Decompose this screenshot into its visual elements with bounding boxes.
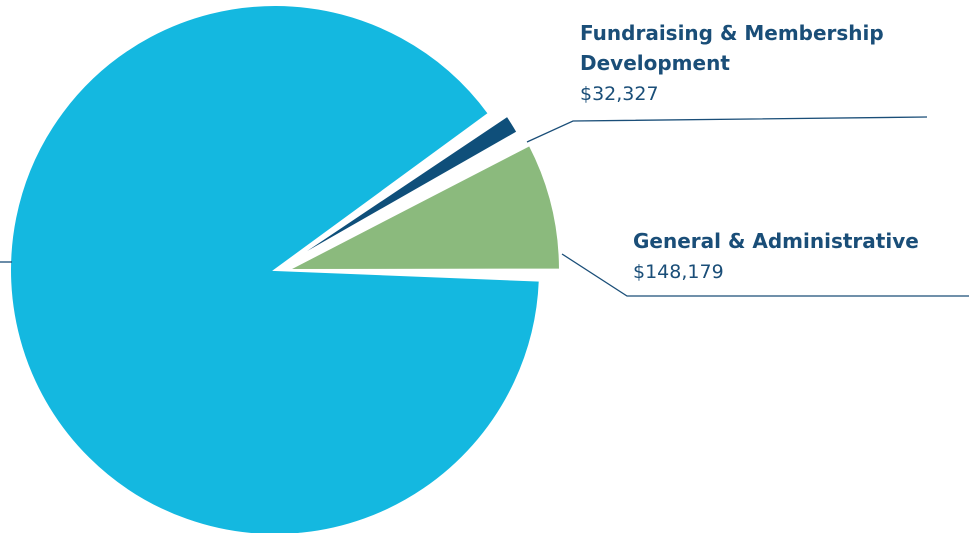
label-name-fundraising-line-1: Fundraising & Membership xyxy=(580,21,884,45)
leader-line-general-administrative xyxy=(561,253,969,297)
label-name-general-administrative-line-1: General & Administrative xyxy=(633,229,919,253)
pie-slices xyxy=(9,4,562,533)
pie-slice-general-administrative xyxy=(287,143,562,271)
leader-line-fundraising xyxy=(526,116,928,143)
label-value-general-administrative: $148,179 xyxy=(633,261,724,283)
pie-slice-fundraising xyxy=(282,114,519,267)
pie-slice-program-services xyxy=(9,4,541,533)
leader-lines xyxy=(0,116,969,297)
label-name-fundraising-line-2: Development xyxy=(580,51,730,75)
slice-labels: Fundraising & Membership Development $32,3… xyxy=(580,21,919,283)
label-value-fundraising: $32,327 xyxy=(580,83,659,105)
